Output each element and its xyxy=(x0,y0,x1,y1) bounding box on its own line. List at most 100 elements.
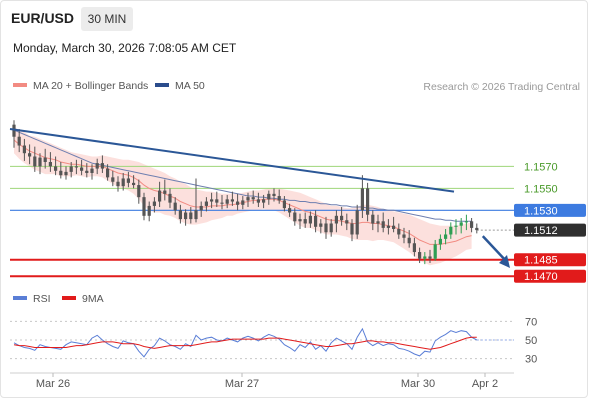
candle-body xyxy=(100,163,104,169)
timeframe-badge[interactable]: 30 MIN xyxy=(81,7,133,31)
level-label-5: 1.1470 xyxy=(524,271,558,283)
rsi9-line xyxy=(13,336,477,350)
candle-body xyxy=(324,223,328,233)
candle-body xyxy=(184,212,188,220)
research-credit: Research © 2026 Trading Central xyxy=(423,81,580,93)
legend-rsi: RSI xyxy=(13,293,51,305)
legend-rsi9-label: 9MA xyxy=(82,293,104,305)
projection-arrow-head xyxy=(499,255,510,268)
candle-body xyxy=(43,157,47,162)
datetime-stamp: Monday, March 30, 2026 7:08:05 AM CET xyxy=(13,41,237,55)
candle-body xyxy=(142,197,146,216)
candle-body xyxy=(178,210,182,220)
candle-body xyxy=(392,225,396,229)
candle-body xyxy=(251,197,255,200)
candle-body xyxy=(444,234,448,239)
legend-rsi-swatch xyxy=(13,296,27,301)
candle-body xyxy=(366,188,370,215)
candle-body xyxy=(147,205,151,216)
candle-body xyxy=(38,157,42,167)
candle-body xyxy=(69,166,73,172)
legend-ma50: MA 50 xyxy=(155,80,205,92)
candle-body xyxy=(428,256,432,259)
candle-body xyxy=(95,163,99,169)
legend-rsi-label: RSI xyxy=(33,293,51,305)
candle-body xyxy=(111,177,115,182)
candle-body xyxy=(64,171,68,176)
trendline xyxy=(9,128,455,193)
x-tick-label-1: Mar 27 xyxy=(225,378,259,390)
bollinger-band xyxy=(14,126,472,266)
level-label-3: 1.1512 xyxy=(524,225,558,237)
candle-body xyxy=(137,185,141,198)
candle-body xyxy=(418,252,422,259)
candle-body xyxy=(272,193,276,197)
candle-body xyxy=(470,221,474,228)
level-label-bg-5 xyxy=(514,269,586,283)
candle-body xyxy=(454,225,458,227)
level-label-0: 1.1570 xyxy=(524,161,558,173)
candle-body xyxy=(152,201,156,206)
candle-body xyxy=(433,244,437,259)
x-tick-label-0: Mar 26 xyxy=(36,378,70,390)
candle-body xyxy=(246,197,250,201)
candle-body xyxy=(210,199,214,202)
rsi-tick-label-70: 70 xyxy=(525,316,537,328)
candle-body xyxy=(334,215,338,224)
legend-ma50-label: MA 50 xyxy=(175,80,205,92)
candle-body xyxy=(33,156,37,167)
candle-body xyxy=(54,166,58,171)
candle-body xyxy=(132,182,136,186)
candle-body xyxy=(371,214,375,224)
rsi-line xyxy=(13,327,478,358)
candle-body xyxy=(319,223,323,227)
candle-body xyxy=(381,221,385,228)
candle-body xyxy=(360,188,364,211)
candle-body xyxy=(412,243,416,253)
candles xyxy=(12,120,479,265)
candle-body xyxy=(220,202,224,204)
candle-body xyxy=(163,190,167,194)
x-tick-label-3: Apr 2 xyxy=(472,378,498,390)
candle-body xyxy=(314,215,318,227)
candle-body xyxy=(345,220,349,224)
candle-body xyxy=(215,199,219,203)
candle-body xyxy=(267,193,271,200)
candle-body xyxy=(298,219,302,222)
level-label-4: 1.1485 xyxy=(524,255,558,267)
candle-body xyxy=(74,166,78,168)
level-label-1: 1.1550 xyxy=(524,183,558,195)
candle-body xyxy=(459,222,463,226)
candle-body xyxy=(106,168,110,178)
candle-body xyxy=(121,178,125,187)
candle-body xyxy=(340,215,344,221)
candle-body xyxy=(48,161,52,167)
candle-body xyxy=(28,153,32,157)
candle-body xyxy=(168,193,172,203)
candle-body xyxy=(59,170,63,176)
candle-body xyxy=(308,215,312,224)
candle-body xyxy=(230,199,234,202)
legend-ma50-swatch xyxy=(155,83,169,88)
level-label-bg-4 xyxy=(514,253,586,267)
candle-body xyxy=(376,221,380,224)
candle-body xyxy=(236,201,240,205)
candle-body xyxy=(293,212,297,222)
candle-body xyxy=(475,227,479,231)
candle-body xyxy=(22,145,26,154)
candle-body xyxy=(126,178,130,183)
candle-body xyxy=(397,228,401,235)
candle-body xyxy=(464,221,468,223)
candle-body xyxy=(85,170,89,173)
candle-body xyxy=(350,223,354,235)
candle-body xyxy=(386,225,390,228)
candle-body xyxy=(277,196,281,201)
candle-body xyxy=(256,199,260,203)
candle-body xyxy=(402,234,406,238)
x-tick-label-2: Mar 30 xyxy=(401,378,435,390)
candle-body xyxy=(116,181,120,187)
candle-body xyxy=(282,200,286,209)
candle-body xyxy=(355,210,359,235)
symbol-title: EUR/USD xyxy=(11,10,75,26)
